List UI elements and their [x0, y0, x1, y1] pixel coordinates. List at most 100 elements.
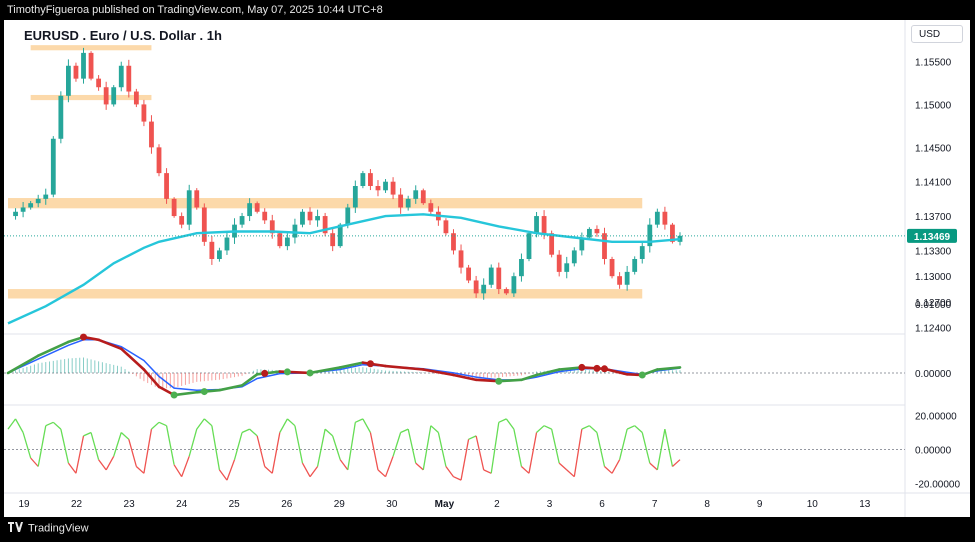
candle-body: [647, 224, 653, 247]
time-tick-label: 9: [757, 499, 763, 510]
osc2-line-segment: [264, 466, 273, 474]
osc2-line-segment: [30, 457, 39, 467]
candle-body: [186, 190, 192, 225]
osc2-line-segment: [67, 462, 77, 474]
candle-body: [118, 65, 124, 88]
osc1-cross-up-dot: [495, 377, 503, 385]
osc2-line-segment: [98, 459, 107, 471]
osc2-line-segment: [664, 428, 674, 467]
candle-body: [171, 198, 177, 217]
osc2-line-segment: [7, 418, 17, 430]
last-price-badge: [907, 228, 957, 243]
osc1-tick-label: 0.01000: [915, 300, 952, 311]
candle-body: [579, 237, 585, 251]
candle-body: [35, 198, 41, 204]
chart-panel[interactable]: [4, 20, 970, 517]
candle-body: [20, 207, 26, 212]
osc2-line-segment: [543, 425, 552, 430]
osc1-fast-line-segment: [119, 347, 146, 371]
osc2-line-segment: [355, 418, 364, 423]
osc2-line-segment: [400, 428, 409, 434]
osc2-line-segment: [392, 432, 402, 457]
osc1-cross-down-dot: [593, 364, 601, 372]
candle-body: [224, 237, 230, 251]
osc1-fast-line-segment: [656, 366, 682, 371]
candle-body: [420, 190, 426, 204]
price-tick-label: 1.14500: [915, 143, 952, 154]
candle-body: [670, 224, 675, 242]
candles-group: [13, 47, 683, 300]
osc2-line-segment: [604, 466, 613, 474]
osc2-line-segment: [105, 455, 115, 471]
osc2-line-segment: [445, 466, 455, 478]
osc2-line-segment: [528, 432, 538, 474]
price-tick-label: 1.15000: [915, 100, 952, 111]
candle-body: [428, 203, 434, 212]
candle-body: [586, 228, 592, 238]
osc2-line-segment: [490, 422, 500, 474]
osc1-signal-line: [7, 339, 681, 391]
candle-body: [58, 95, 64, 139]
candle-body: [337, 224, 343, 247]
osc1-tick-label: 0.00000: [915, 369, 952, 380]
time-tick-label: 10: [807, 499, 819, 510]
osc2-line-segment: [551, 428, 560, 464]
candle-body: [571, 250, 577, 264]
osc1-cross-down-dot: [578, 363, 586, 371]
candle-body: [254, 203, 260, 212]
osc1-fast-line-segment: [338, 361, 365, 369]
candle-body: [488, 267, 494, 285]
osc1-fast-line-segment: [497, 378, 523, 383]
candle-body: [526, 233, 532, 259]
candle-body: [617, 276, 622, 285]
osc2-line-segment: [558, 462, 568, 471]
osc2-line-segment: [324, 428, 334, 437]
candle-body: [73, 65, 79, 79]
candle-body: [556, 254, 562, 272]
candle-body: [209, 241, 215, 259]
osc1-fast-line-segment: [172, 390, 199, 397]
osc2-line-segment: [377, 469, 386, 478]
footer-brand[interactable]: TradingView: [8, 522, 89, 535]
osc2-line-segment: [211, 425, 221, 471]
candle-body: [201, 207, 207, 242]
osc2-line-segment: [634, 425, 643, 433]
candle-body: [496, 267, 502, 290]
zone-support: [8, 289, 643, 299]
candle-body: [624, 271, 630, 285]
zone-resistance-upper: [30, 94, 152, 101]
osc2-line-segment: [60, 428, 70, 464]
candle-body: [639, 246, 645, 259]
candle-body: [458, 250, 464, 268]
osc2-line-segment: [498, 418, 507, 423]
osc2-line-segment: [566, 469, 575, 478]
osc1-fast-line-segment: [535, 368, 561, 377]
currency-button[interactable]: USD: [911, 25, 963, 43]
candle-body: [141, 104, 147, 122]
candle-body: [156, 147, 162, 174]
time-tick-label: 2: [494, 499, 500, 510]
osc1-fast-line-segment: [384, 364, 425, 371]
price-tick-label: 1.12400: [915, 324, 952, 335]
osc2-line-segment: [505, 418, 515, 430]
osc2-line-segment: [90, 432, 100, 460]
osc1-fast-line-segment: [474, 378, 501, 383]
osc2-line-segment: [249, 428, 258, 437]
osc2-line-segment: [483, 469, 492, 474]
candle-body: [368, 173, 373, 186]
symbol-title[interactable]: EURUSD . Euro / U.S. Dollar . 1h: [24, 28, 222, 43]
osc2-line-segment: [581, 425, 590, 430]
candle-body: [81, 52, 86, 79]
osc2-line-segment: [521, 466, 530, 474]
osc2-line-segment: [286, 418, 296, 427]
candle-body: [277, 233, 283, 247]
time-tick-label: 3: [547, 499, 553, 510]
osc2-line-segment: [135, 466, 145, 474]
osc2-line-segment: [309, 466, 319, 478]
candle-body: [96, 78, 102, 88]
osc2-line-segment: [233, 432, 243, 460]
zone-mid-range-resistance: [8, 198, 643, 209]
osc2-tick-label: 20.00000: [915, 412, 957, 423]
price-tick-label: 1.15500: [915, 57, 952, 68]
